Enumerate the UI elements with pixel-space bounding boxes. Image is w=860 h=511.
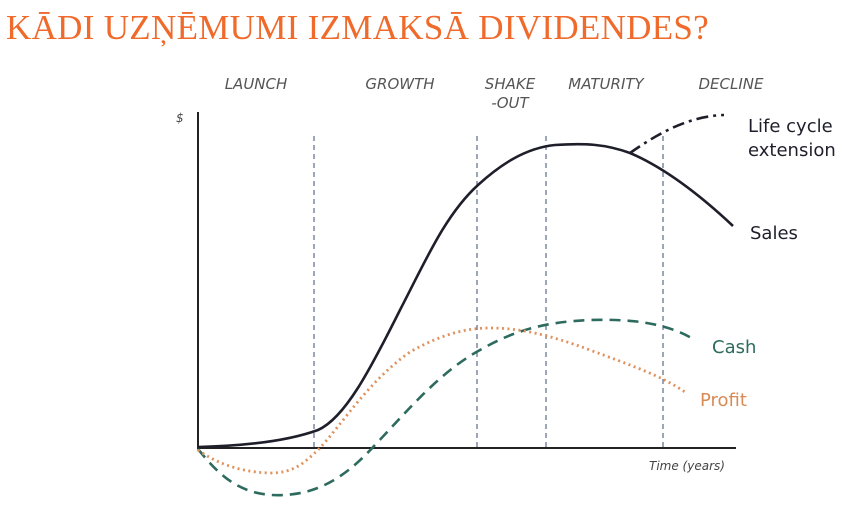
sales-label: Sales <box>750 223 798 244</box>
stage-dividers <box>313 136 664 448</box>
stage-label-launch: LAUNCH <box>225 75 288 93</box>
slide-title: KĀDI UZŅĒMUMI IZMAKSĀ DIVIDENDES? <box>6 8 710 47</box>
life-cycle-extension-curve <box>629 113 725 155</box>
y-axis-label: $ <box>176 111 184 125</box>
profit-label: Profit <box>700 390 747 411</box>
cash-label: Cash <box>712 337 756 358</box>
stage-label-growth: GROWTH <box>365 75 434 93</box>
cash-curve <box>196 318 696 497</box>
life-cycle-extension-label-line2: extension <box>748 140 836 161</box>
profit-curve <box>197 326 686 475</box>
stage-label-shakeout: SHAKE <box>485 75 536 93</box>
stage-label-maturity: MATURITY <box>568 75 645 93</box>
stage-label-decline: DECLINE <box>699 75 765 93</box>
x-axis-label: Time (years) <box>649 459 725 473</box>
sales-curve <box>197 142 734 449</box>
stage-label-shakeout-line2: -OUT <box>491 94 530 112</box>
life-cycle-extension-label-line1: Life cycle <box>748 116 833 137</box>
